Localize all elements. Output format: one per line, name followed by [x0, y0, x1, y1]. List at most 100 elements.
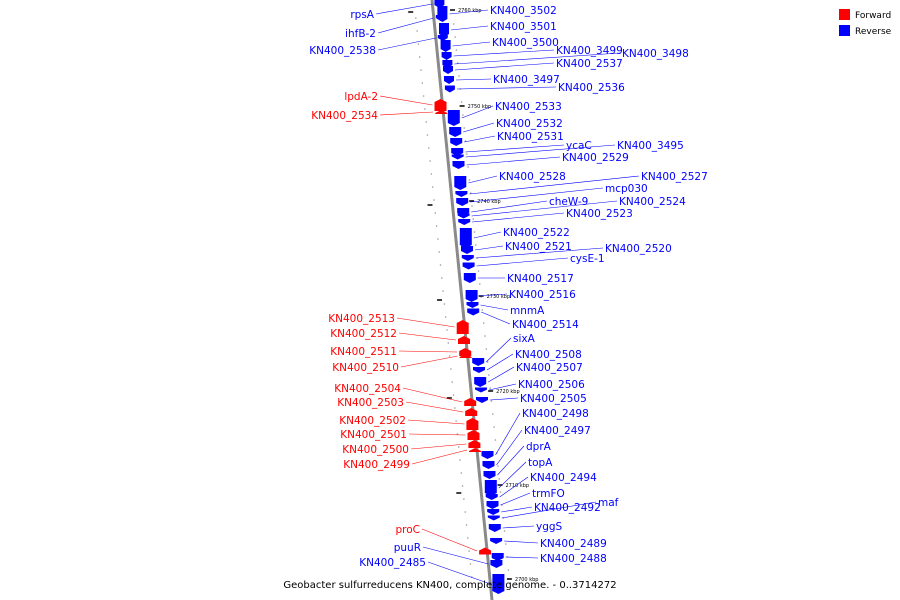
gene-label-reverse[interactable]: cysE-1 — [570, 253, 605, 265]
gene-label-reverse[interactable]: KN400_2492 — [534, 502, 601, 514]
gene-reverse[interactable] — [443, 66, 453, 74]
gene-reverse[interactable] — [465, 290, 478, 302]
gene-reverse[interactable] — [452, 161, 465, 169]
gene-forward[interactable] — [464, 398, 477, 406]
gene-label-reverse[interactable]: KN400_2527 — [641, 171, 708, 183]
gene-reverse[interactable] — [456, 198, 469, 206]
gene-label-reverse[interactable]: KN400_2520 — [605, 243, 672, 255]
gene-reverse[interactable] — [439, 23, 449, 37]
gene-label-reverse[interactable]: maf — [598, 497, 619, 509]
gene-label-reverse[interactable]: KN400_3501 — [490, 21, 557, 33]
gene-forward[interactable] — [467, 430, 480, 440]
gene-reverse[interactable] — [487, 515, 500, 521]
gene-label-reverse[interactable]: KN400_2505 — [520, 393, 587, 405]
gene-reverse[interactable] — [492, 574, 505, 594]
gene-reverse[interactable] — [449, 127, 462, 137]
gene-reverse[interactable] — [472, 358, 485, 366]
gene-label-reverse[interactable]: KN400_2533 — [495, 101, 562, 113]
gene-reverse[interactable] — [488, 524, 501, 532]
gene-label-forward[interactable]: KN400_2513 — [328, 313, 395, 325]
gene-forward[interactable] — [466, 418, 479, 430]
gene-label-reverse[interactable]: KN400_2524 — [619, 196, 686, 208]
gene-label-reverse[interactable]: KN400_2488 — [540, 553, 607, 565]
gene-reverse[interactable] — [450, 138, 463, 146]
gene-forward[interactable] — [459, 354, 472, 358]
gene-label-forward[interactable]: KN400_2511 — [330, 346, 397, 358]
gene-label-reverse[interactable]: KN400_2528 — [499, 171, 566, 183]
gene-forward[interactable] — [479, 547, 492, 555]
gene-reverse[interactable] — [475, 387, 487, 393]
gene-label-reverse[interactable]: KN400_3495 — [617, 140, 684, 152]
gene-label-reverse[interactable]: KN400_2506 — [518, 379, 585, 391]
gene-reverse[interactable] — [462, 262, 475, 270]
gene-label-reverse[interactable]: rpsA — [350, 9, 374, 21]
gene-reverse[interactable] — [466, 302, 479, 308]
gene-label-reverse[interactable]: KN400_2497 — [524, 425, 591, 437]
gene-reverse[interactable] — [461, 246, 473, 254]
gene-label-reverse[interactable]: KN400_2516 — [509, 289, 576, 301]
gene-reverse[interactable] — [444, 85, 455, 93]
gene-label-reverse[interactable]: KN400_2523 — [566, 208, 633, 220]
gene-label-reverse[interactable]: KN400_2531 — [497, 131, 564, 143]
gene-reverse[interactable] — [486, 501, 499, 509]
gene-reverse[interactable] — [447, 110, 460, 126]
gene-reverse[interactable] — [467, 308, 480, 316]
gene-reverse[interactable] — [476, 397, 488, 403]
gene-forward[interactable] — [456, 320, 469, 334]
gene-label-forward[interactable]: KN400_2502 — [339, 415, 406, 427]
gene-reverse[interactable] — [491, 553, 504, 561]
gene-reverse[interactable] — [454, 176, 467, 190]
gene-reverse[interactable] — [458, 219, 471, 225]
gene-forward[interactable] — [458, 336, 470, 344]
gene-reverse[interactable] — [444, 76, 454, 84]
gene-reverse[interactable] — [459, 228, 472, 248]
gene-reverse[interactable] — [461, 255, 474, 261]
gene-label-forward[interactable]: KN400_2512 — [330, 328, 397, 340]
gene-label-forward[interactable]: lpdA-2 — [344, 91, 378, 103]
gene-label-reverse[interactable]: KN400_3502 — [490, 5, 557, 17]
gene-label-forward[interactable]: KN400_2510 — [332, 362, 399, 374]
gene-label-reverse[interactable]: yggS — [536, 521, 563, 533]
gene-reverse[interactable] — [451, 154, 464, 160]
gene-forward[interactable] — [469, 448, 481, 452]
gene-label-reverse[interactable]: KN400_3498 — [622, 48, 689, 60]
gene-reverse[interactable] — [474, 377, 487, 387]
gene-reverse[interactable] — [435, 15, 446, 21]
gene-label-reverse[interactable]: KN400_2522 — [503, 227, 570, 239]
gene-label-reverse[interactable]: KN400_3497 — [493, 74, 560, 86]
gene-label-reverse[interactable]: topA — [528, 457, 553, 469]
gene-reverse[interactable] — [434, 0, 445, 8]
gene-reverse[interactable] — [437, 35, 448, 41]
gene-label-reverse[interactable]: KN400_2494 — [530, 472, 597, 484]
gene-reverse[interactable] — [481, 451, 494, 459]
gene-label-forward[interactable]: KN400_2503 — [337, 397, 404, 409]
gene-reverse[interactable] — [485, 494, 498, 500]
gene-reverse[interactable] — [451, 148, 464, 156]
gene-forward[interactable] — [435, 110, 448, 114]
gene-label-reverse[interactable]: KN400_2508 — [515, 349, 582, 361]
gene-label-reverse[interactable]: KN400_2538 — [309, 45, 376, 57]
gene-reverse[interactable] — [484, 480, 497, 496]
gene-label-reverse[interactable]: trmFO — [532, 488, 565, 500]
gene-reverse[interactable] — [455, 191, 468, 197]
gene-label-reverse[interactable]: sixA — [513, 333, 536, 345]
gene-label-reverse[interactable]: KN400_2517 — [507, 273, 574, 285]
gene-label-reverse[interactable]: KN400_3500 — [492, 37, 559, 49]
gene-label-reverse[interactable]: puuR — [394, 542, 421, 554]
gene-label-reverse[interactable]: KN400_2489 — [540, 538, 607, 550]
gene-reverse[interactable] — [457, 213, 470, 219]
gene-label-reverse[interactable]: mnmA — [510, 305, 545, 317]
gene-label-forward[interactable]: KN400_2500 — [342, 444, 409, 456]
gene-label-reverse[interactable]: KN400_2536 — [558, 82, 625, 94]
gene-reverse[interactable] — [482, 461, 495, 469]
gene-label-reverse[interactable]: ihfB-2 — [345, 28, 376, 40]
gene-label-reverse[interactable]: KN400_2532 — [496, 118, 563, 130]
gene-label-forward[interactable]: KN400_2499 — [343, 459, 410, 471]
gene-forward[interactable] — [434, 99, 447, 111]
gene-label-reverse[interactable]: KN400_2521 — [505, 241, 572, 253]
gene-label-reverse[interactable]: KN400_2507 — [516, 362, 583, 374]
gene-reverse[interactable] — [483, 471, 496, 479]
gene-label-reverse[interactable]: mcp030 — [605, 183, 648, 195]
gene-forward[interactable] — [465, 408, 478, 416]
gene-forward[interactable] — [459, 348, 472, 356]
